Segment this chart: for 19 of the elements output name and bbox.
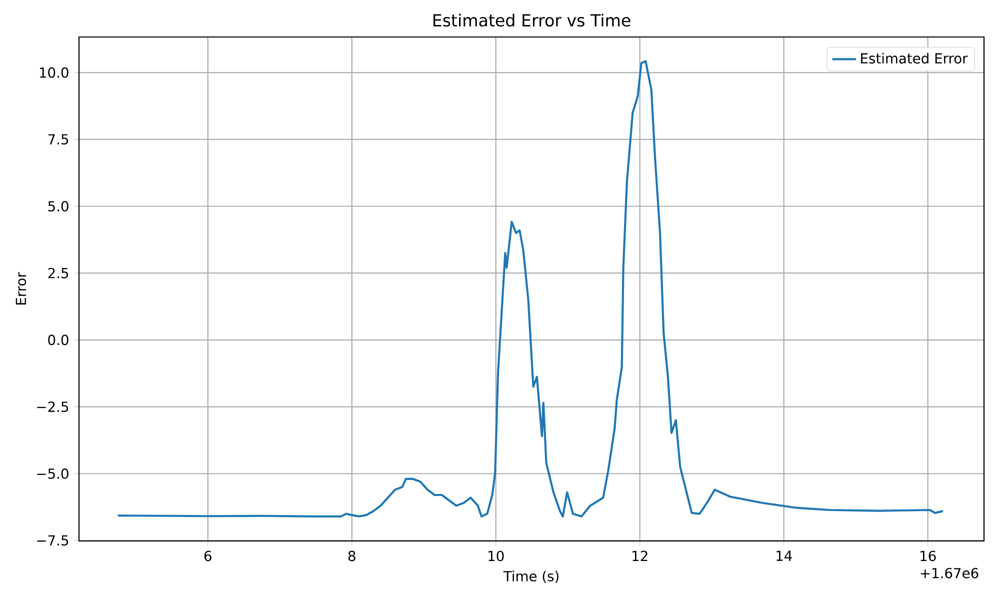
y-tick-label: 0.0: [48, 334, 68, 346]
y-tick-label: 5.0: [48, 200, 68, 212]
x-tick-label: 16: [920, 550, 936, 562]
x-axis-title: Time (s): [503, 570, 558, 584]
legend-label: Estimated Error: [861, 52, 968, 64]
y-tick-label: −7.5: [37, 535, 68, 546]
chart-title: Estimated Error vs Time: [433, 14, 630, 27]
y-tick-label: 7.5: [48, 134, 68, 145]
x-tick-label: 8: [348, 550, 356, 562]
x-tick-label: 6: [204, 550, 212, 562]
x-tick-label: 14: [776, 550, 792, 561]
text: +1.67e6: [920, 568, 978, 578]
y-tick-label: −2.5: [37, 402, 68, 412]
x-tick-label: 10: [488, 550, 504, 562]
y-axis-title: Error: [16, 272, 26, 304]
y-tick-label: 10.0: [40, 67, 68, 78]
x-tick-label: 12: [632, 550, 648, 562]
y-tick-label: 2.5: [48, 268, 68, 278]
y-tick-label: −5.0: [37, 468, 68, 479]
